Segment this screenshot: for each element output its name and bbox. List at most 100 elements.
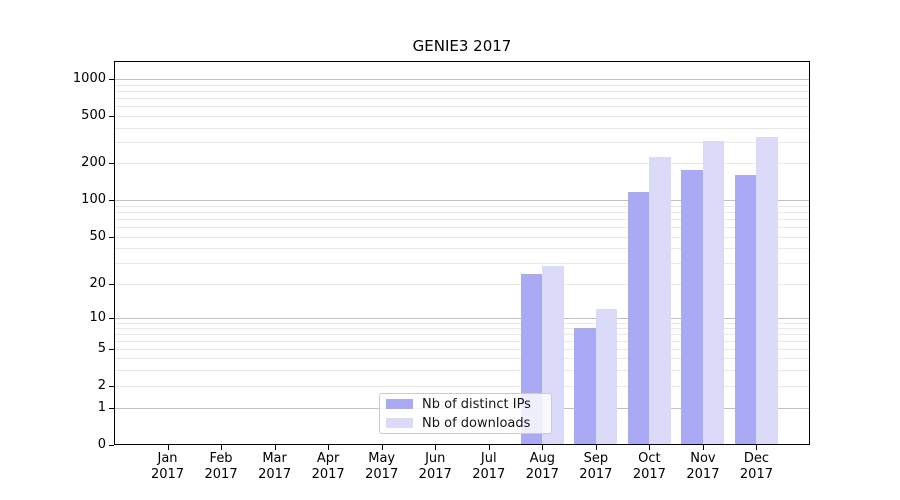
x-tick-year: 2017: [739, 466, 773, 482]
y-tick-mark: [109, 200, 114, 201]
grid-line-minor: [115, 236, 809, 238]
x-tick-year: 2017: [579, 466, 613, 482]
legend-swatch-downloads: [386, 418, 413, 428]
grid-line-minor: [115, 106, 809, 108]
grid-line-minor: [115, 358, 809, 360]
y-tick-label: 20: [89, 276, 106, 292]
y-tick-mark: [109, 318, 114, 319]
y-tick-mark: [109, 445, 114, 446]
x-tick-month: Feb: [209, 451, 233, 466]
bar-distinct-ips: [681, 170, 703, 444]
y-tick-label: 500: [81, 108, 106, 124]
y-tick-label: 2: [97, 378, 106, 394]
legend: Nb of distinct IPs Nb of downloads: [379, 393, 552, 434]
y-tick-label: 100: [81, 192, 106, 208]
x-tick-year: 2017: [418, 466, 452, 482]
grid-line-minor: [115, 127, 809, 129]
grid-line-minor: [115, 341, 809, 343]
x-tick-month: Jun: [425, 451, 446, 466]
grid-line-minor: [115, 84, 809, 86]
bar-distinct-ips: [574, 328, 596, 444]
x-tick-label: Jun 2017: [419, 451, 452, 482]
bar-downloads: [649, 156, 671, 444]
grid-line-minor: [115, 369, 809, 371]
grid-line-minor: [115, 227, 809, 229]
grid-line-minor: [115, 98, 809, 100]
x-tick-month: Oct: [638, 451, 661, 466]
y-tick-label: 50: [89, 229, 106, 245]
y-tick-mark: [109, 116, 114, 117]
x-tick-mark: [702, 445, 704, 450]
grid-line-minor: [115, 142, 809, 144]
x-tick-year: 2017: [204, 466, 238, 482]
x-tick-label: Apr 2017: [312, 451, 345, 482]
grid-line-minor: [115, 163, 809, 165]
chart-title: GENIE3 2017: [412, 37, 512, 55]
x-tick-month: Jul: [480, 451, 497, 466]
grid-line-minor: [115, 205, 809, 207]
bar-downloads: [595, 309, 618, 444]
grid-line-minor: [115, 334, 809, 336]
x-tick-mark: [488, 445, 490, 450]
grid-line-minor: [115, 248, 809, 250]
x-tick-label: Sep 2017: [579, 451, 612, 482]
grid-line-minor: [115, 328, 809, 330]
y-tick-mark: [109, 408, 114, 409]
grid-line-minor: [115, 218, 809, 220]
x-tick-month: Jan: [157, 451, 178, 466]
x-tick-mark: [542, 445, 544, 450]
x-tick-label: Jul 2017: [472, 451, 505, 482]
x-tick-mark: [756, 445, 758, 450]
x-tick-label: Nov 2017: [686, 451, 719, 482]
x-tick-year: 2017: [258, 466, 292, 482]
x-tick-label: Mar 2017: [258, 451, 291, 482]
y-tick-mark: [109, 284, 114, 285]
x-tick-year: 2017: [311, 466, 345, 482]
x-tick-month: Dec: [743, 451, 770, 466]
y-tick-label: 1000: [72, 71, 106, 87]
x-tick-month: Sep: [583, 451, 609, 466]
x-tick-month: Aug: [529, 451, 555, 466]
y-tick-mark: [109, 237, 114, 238]
bar-downloads: [756, 137, 778, 444]
plot-area: [114, 61, 810, 445]
grid-line-minor: [115, 116, 809, 117]
x-tick-label: Feb 2017: [205, 451, 238, 482]
grid-line-major: [115, 200, 809, 201]
grid-line-minor: [115, 323, 809, 324]
y-tick-mark: [109, 163, 114, 164]
y-tick-label: 5: [97, 341, 106, 357]
grid-line-major: [115, 318, 809, 320]
x-tick-mark: [595, 445, 597, 450]
x-tick-year: 2017: [472, 466, 506, 482]
y-tick-label: 200: [81, 155, 106, 171]
grid-line-minor: [115, 211, 809, 213]
x-tick-month: May: [368, 451, 396, 466]
grid-line-minor: [115, 283, 809, 285]
x-tick-label: Aug 2017: [526, 451, 559, 482]
x-tick-year: 2017: [150, 466, 185, 482]
grid-line-minor: [115, 386, 809, 387]
x-tick-mark: [381, 445, 383, 450]
x-tick-label: Jan 2017: [151, 451, 184, 482]
x-tick-label: May 2017: [365, 451, 398, 482]
x-tick-mark: [221, 445, 223, 450]
grid-line-minor: [115, 262, 809, 264]
legend-item-downloads: Nb of downloads: [386, 416, 551, 431]
x-tick-month: Nov: [690, 451, 716, 466]
bar-distinct-ips: [734, 174, 757, 444]
x-tick-mark: [328, 445, 330, 450]
y-tick-label: 10: [89, 310, 106, 326]
grid-line-minor: [115, 90, 809, 92]
x-tick-year: 2017: [632, 466, 666, 482]
x-tick-year: 2017: [365, 466, 399, 482]
x-tick-mark: [649, 445, 651, 450]
legend-label-downloads: Nb of downloads: [422, 415, 531, 431]
x-tick-label: Oct 2017: [633, 451, 666, 482]
x-tick-month: Mar: [262, 451, 287, 466]
bar-downloads: [702, 140, 725, 444]
x-tick-year: 2017: [686, 466, 720, 482]
y-tick-mark: [109, 349, 114, 350]
x-tick-month: Apr: [316, 451, 340, 466]
